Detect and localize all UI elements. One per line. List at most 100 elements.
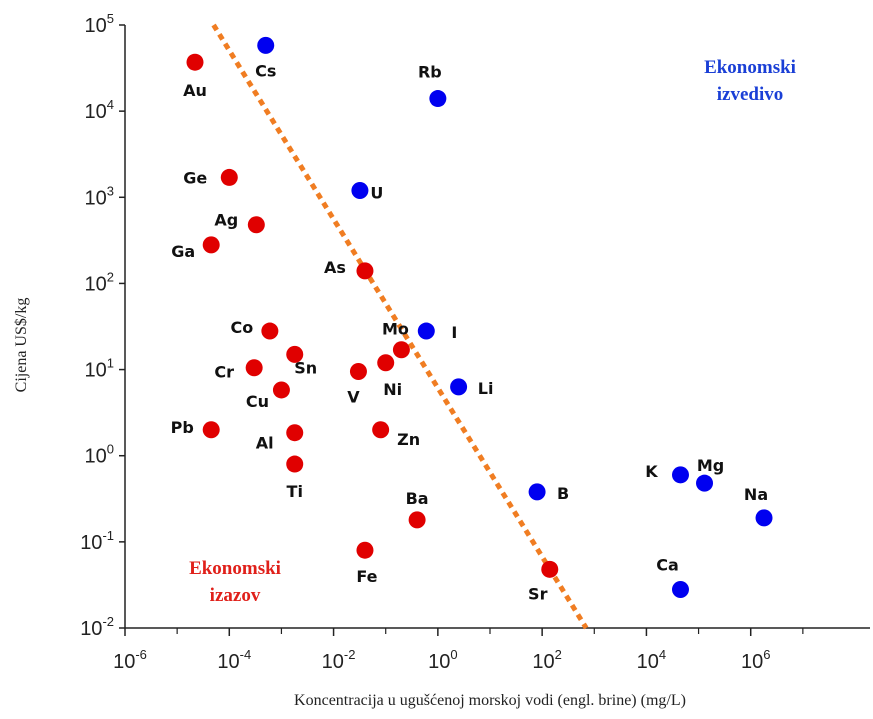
point-label-sn: Sn — [294, 358, 317, 377]
y-tick-label: 10-2 — [80, 614, 114, 640]
x-tick-label-base: 10 — [532, 651, 554, 673]
point-na — [755, 509, 773, 527]
y-tick-label-base: 10 — [85, 360, 107, 382]
point-u — [351, 181, 369, 199]
point-cr — [245, 359, 263, 377]
point-cs — [257, 36, 275, 54]
point-label-as: As — [324, 258, 346, 277]
point-b — [528, 483, 546, 501]
y-tick-label-base: 10 — [80, 532, 102, 554]
y-tick-label: 101 — [85, 356, 114, 382]
y-tick-label-exp: -2 — [102, 614, 114, 629]
point-label-al: Al — [256, 434, 274, 453]
point-au — [186, 53, 204, 71]
point-label-cr: Cr — [214, 363, 234, 382]
point-label-ba: Ba — [406, 489, 429, 508]
point-ti — [286, 455, 304, 473]
point-label-fe: Fe — [356, 567, 377, 586]
point-ni — [377, 354, 395, 372]
x-tick-label-base: 10 — [637, 651, 659, 673]
point-zn — [372, 421, 390, 439]
point-label-u: U — [370, 183, 383, 202]
zone-label-izvedivo: Ekonomski izvedivo — [704, 57, 796, 105]
boundary-line — [211, 23, 589, 630]
x-tick-label: 10-2 — [322, 647, 356, 673]
x-tick-label-base: 10 — [741, 651, 763, 673]
y-tick-label-exp: -1 — [102, 528, 114, 543]
zone-label-izazov: Ekonomski izazov — [189, 558, 281, 606]
zone-label-line: Ekonomski — [189, 558, 281, 579]
x-tick-label: 106 — [741, 647, 770, 673]
y-tick-label-exp: 4 — [107, 97, 114, 112]
point-v — [349, 362, 367, 380]
point-rb — [429, 90, 447, 108]
x-tick-label-exp: -4 — [240, 647, 252, 662]
y-tick-label-exp: 2 — [107, 269, 114, 284]
point-i — [417, 322, 435, 340]
point-label-mo: Mo — [382, 320, 409, 339]
point-sn — [286, 345, 304, 363]
y-tick-label-base: 10 — [85, 273, 107, 295]
point-pb — [202, 421, 220, 439]
y-tick-label-exp: 5 — [107, 11, 114, 26]
x-tick-label-exp: 4 — [659, 647, 666, 662]
y-tick-label: 103 — [85, 183, 114, 209]
y-tick-label-exp: 1 — [107, 356, 114, 371]
y-axis-title: Cijena US$/kg — [13, 298, 30, 393]
point-as — [356, 262, 374, 280]
boundary-line-group — [211, 23, 589, 630]
point-label-k: K — [645, 462, 658, 481]
point-ga — [202, 236, 220, 254]
axes — [124, 25, 870, 629]
point-fe — [356, 541, 374, 559]
point-sr — [541, 560, 559, 578]
annotations: Ekonomski izvedivo Ekonomski izazov — [189, 57, 796, 606]
point-mg — [696, 474, 714, 492]
y-tick-label-base: 10 — [85, 15, 107, 37]
point-label-ca: Ca — [656, 555, 679, 574]
x-tick-label-exp: -6 — [135, 647, 147, 662]
point-al — [286, 424, 304, 442]
point-cu — [272, 381, 290, 399]
y-tick-label-exp: 0 — [107, 442, 114, 457]
x-tick-label: 100 — [428, 647, 457, 673]
point-label-ga: Ga — [171, 242, 195, 261]
x-tick-label-base: 10 — [217, 651, 239, 673]
y-tick-label: 104 — [85, 97, 114, 123]
y-tick-label-base: 10 — [80, 618, 102, 640]
x-tick-label-base: 10 — [322, 651, 344, 673]
data-points: Au Ge Ag Ga As Co Sn Mo Ni V Cr Cu Pb Al Zn Ti Ba Fe Sr Cs R… — [171, 36, 773, 603]
x-tick-label-base: 10 — [113, 651, 135, 673]
x-tick-label-exp: 2 — [555, 647, 562, 662]
point-label-sr: Sr — [528, 584, 548, 603]
x-axis-title: Koncentracija u ugušćenoj morskoj vodi (… — [294, 692, 686, 709]
y-tick-label-exp: 3 — [107, 183, 114, 198]
point-label-ge: Ge — [183, 168, 207, 187]
point-ag — [247, 216, 265, 234]
y-tick-label: 10-1 — [80, 528, 114, 554]
y-tick-label-base: 10 — [85, 446, 107, 468]
x-tick-label: 102 — [532, 647, 561, 673]
zone-label-line: izazov — [210, 585, 261, 606]
point-label-cs: Cs — [255, 61, 276, 80]
point-ca — [671, 580, 689, 598]
zone-label-line: Ekonomski — [704, 57, 796, 78]
point-label-mg: Mg — [697, 456, 724, 475]
point-co — [261, 322, 279, 340]
point-li — [450, 378, 468, 396]
y-tick-label: 100 — [85, 442, 114, 468]
x-tick-label-exp: 0 — [450, 647, 457, 662]
y-tick-label: 105 — [85, 11, 114, 37]
x-tick-label: 104 — [637, 647, 666, 673]
point-label-ni: Ni — [383, 380, 402, 399]
point-label-na: Na — [744, 485, 768, 504]
x-tick-label-exp: -2 — [344, 647, 356, 662]
y-tick-label-base: 10 — [85, 187, 107, 209]
x-tick-label-exp: 6 — [763, 647, 770, 662]
point-label-b: B — [557, 484, 569, 503]
point-label-li: Li — [478, 379, 494, 398]
y-tick-label: 102 — [85, 269, 114, 295]
x-tick-label-base: 10 — [428, 651, 450, 673]
